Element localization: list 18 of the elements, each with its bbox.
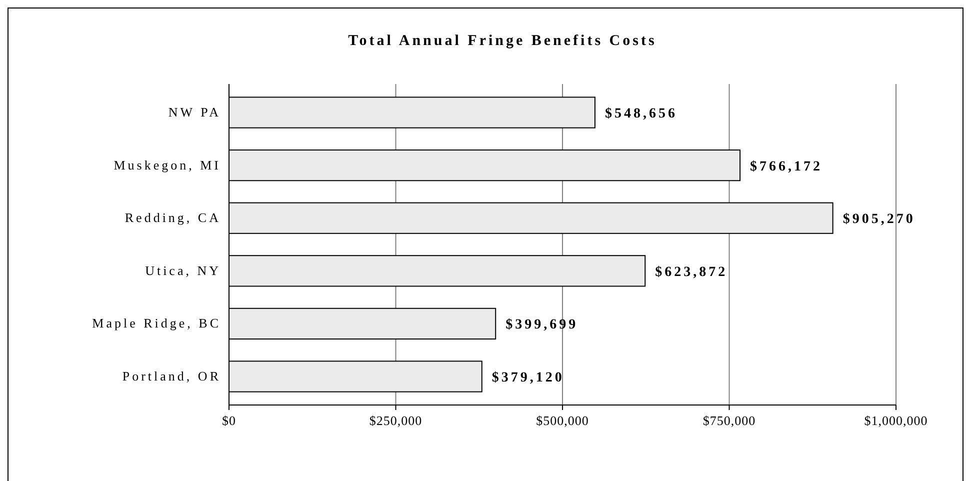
data-label: $905,270 xyxy=(842,212,916,228)
x-tick-label: $0 xyxy=(222,413,236,428)
data-label: $766,172 xyxy=(750,159,823,174)
x-tick-label: $1,000,000 xyxy=(864,413,928,428)
x-tick-label: $500,000 xyxy=(536,413,589,428)
y-tick-label: Muskegon, MI xyxy=(114,157,221,172)
y-tick-label: Utica, NY xyxy=(145,262,221,278)
x-tick-label: $250,000 xyxy=(369,413,422,428)
data-label: $548,656 xyxy=(604,106,678,122)
data-label: $623,872 xyxy=(655,264,728,280)
x-tick-label: $750,000 xyxy=(702,413,756,428)
y-tick-label: Maple Ridge, BC xyxy=(92,316,221,331)
y-tick-label: Redding, CA xyxy=(124,210,221,226)
y-tick-label: Portland, OR xyxy=(122,368,221,384)
data-label: $399,699 xyxy=(506,318,578,333)
y-tick-label: NW PA xyxy=(168,104,221,120)
chart-title: Total Annual Fringe Benefits Costs xyxy=(348,33,657,49)
data-label: $379,120 xyxy=(492,370,564,386)
